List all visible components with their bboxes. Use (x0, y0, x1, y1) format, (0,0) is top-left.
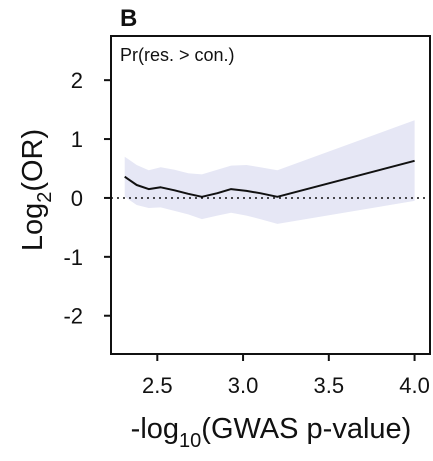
y-axis-label-subscript: 2 (34, 192, 56, 203)
x-tick-label: 2.5 (142, 373, 173, 398)
x-tick-label: 4.0 (399, 373, 430, 398)
confidence-band-layer (124, 120, 415, 224)
plot-frame (110, 35, 431, 355)
y-tick-label: 2 (71, 68, 83, 93)
annotation-text: Pr(res. > con.) (120, 45, 235, 65)
y-axis-label-suffix: (OR) (17, 129, 49, 192)
confidence-band (124, 120, 415, 224)
y-tick-label: -1 (63, 245, 83, 270)
x-axis-label-suffix: (GWAS p-value) (201, 413, 411, 445)
panel-label: B (120, 5, 137, 32)
x-tick-label: 3.5 (314, 373, 345, 398)
x-tick-label: 3.0 (228, 373, 259, 398)
y-tick-label: 1 (71, 127, 83, 152)
y-tick-label: -2 (63, 304, 83, 329)
y-axis-label-prefix: Log (17, 203, 49, 251)
y-axis: 2 1 0 -1 -2 (63, 68, 111, 329)
series-line-layer (124, 159, 415, 198)
x-axis-label: -log10(GWAS p-value) (131, 413, 412, 452)
y-tick-label: 0 (71, 186, 83, 211)
y-axis-label: Log2(OR) (17, 129, 56, 251)
x-axis-label-subscript: 10 (179, 430, 201, 452)
x-axis: 2.5 3.0 3.5 4.0 (142, 354, 430, 398)
x-axis-label-prefix: -log (131, 413, 179, 445)
estimate-line (124, 159, 415, 198)
